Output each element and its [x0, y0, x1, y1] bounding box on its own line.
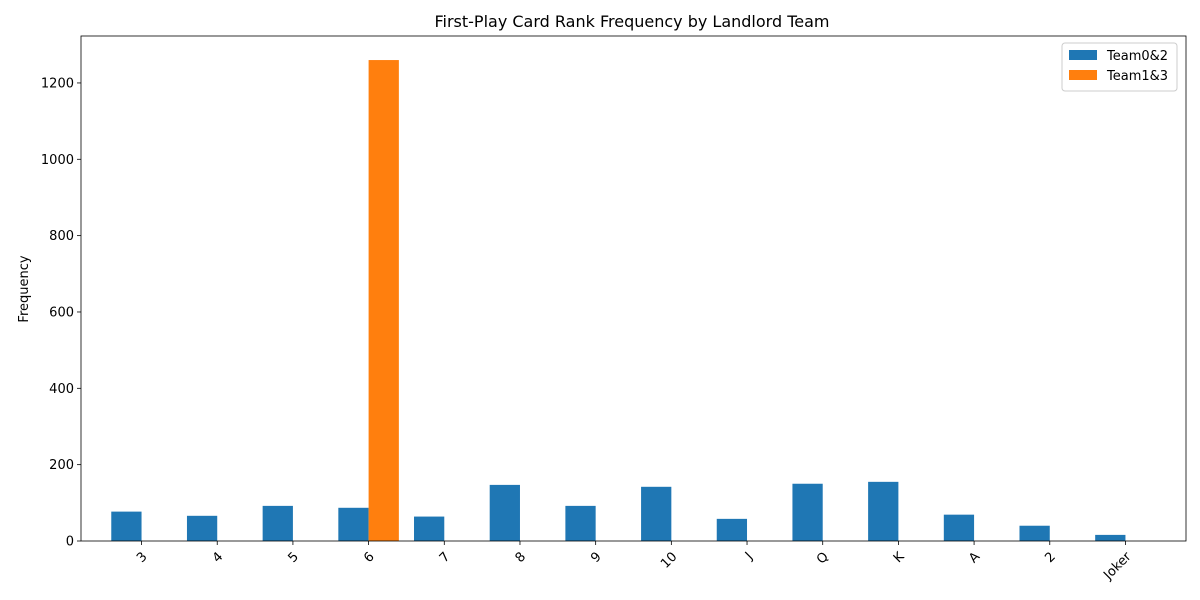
legend-label-team0-2: Team0&2 — [1106, 49, 1168, 64]
bar-team0-2-3 — [111, 511, 142, 541]
y-tick-label: 200 — [49, 458, 74, 473]
legend-swatch-team0-2 — [1069, 50, 1097, 60]
y-tick-label: 1000 — [41, 153, 74, 168]
y-axis-label: Frequency — [17, 255, 32, 322]
legend: Team0&2 Team1&3 — [1061, 42, 1178, 92]
axes-frame — [80, 35, 1187, 542]
bar-team0-2-2 — [1019, 525, 1050, 541]
bar-team0-2-7 — [414, 516, 445, 541]
chart-title: First-Play Card Rank Frequency by Landlo… — [434, 12, 829, 31]
bar-team0-2-4 — [186, 515, 218, 541]
bar-team0-2-6 — [338, 507, 369, 541]
y-tick-label: 0 — [66, 535, 74, 550]
legend-swatch-team1-3 — [1069, 70, 1097, 80]
bar-team0-2-q — [792, 483, 823, 541]
bar-team0-2-joker — [1095, 534, 1126, 541]
bar-team0-2-10 — [641, 486, 672, 541]
legend-label-team1-3: Team1&3 — [1106, 69, 1168, 84]
bar-team0-2-a — [943, 514, 975, 541]
y-tick-label: 400 — [49, 382, 74, 397]
y-tick-label: 600 — [49, 305, 74, 320]
y-tick-label: 1200 — [41, 76, 74, 91]
bar-team0-2-k — [868, 481, 899, 541]
bar-team1-3-6 — [368, 60, 399, 542]
bar-team0-2-5 — [262, 505, 293, 541]
bar-team0-2-j — [716, 518, 748, 541]
bar-team0-2-9 — [565, 505, 596, 541]
bar-team0-2-8 — [489, 484, 520, 541]
y-tick-label: 800 — [49, 229, 74, 244]
